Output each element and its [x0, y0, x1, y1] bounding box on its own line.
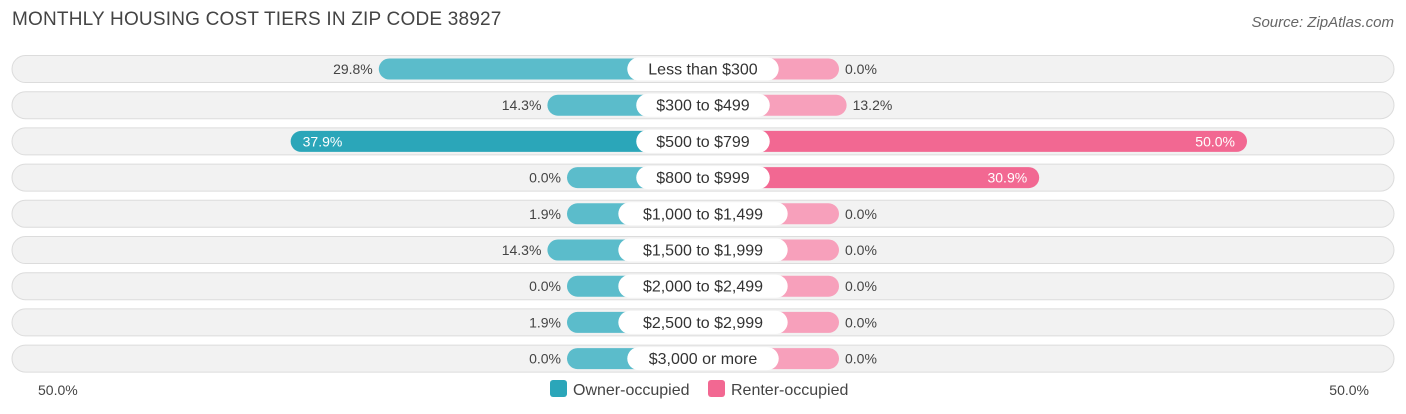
legend-label-renter: Renter-occupied — [731, 382, 848, 399]
renter-value-label: 0.0% — [845, 206, 877, 222]
renter-value-label: 0.0% — [845, 351, 877, 367]
category-pill — [618, 202, 788, 226]
renter-value-label: 0.0% — [845, 278, 877, 294]
owner-value-label: 29.8% — [333, 61, 373, 77]
chart-title: MONTHLY HOUSING COST TIERS IN ZIP CODE 3… — [12, 9, 502, 30]
category-pill — [636, 93, 770, 117]
owner-value-label: 1.9% — [529, 314, 561, 330]
category-pill — [636, 129, 770, 153]
category-pill — [618, 238, 788, 262]
category-pill — [618, 310, 788, 334]
category-label: $1,500 to $1,999 — [643, 243, 763, 260]
owner-bar — [378, 58, 703, 80]
axis-right-label: 50.0% — [1329, 382, 1369, 398]
legend-swatch-owner — [550, 380, 567, 397]
legend-swatch-renter — [708, 380, 725, 397]
category-label: $300 to $499 — [656, 98, 750, 115]
category-label: $500 to $799 — [656, 134, 750, 151]
owner-value-label: 0.0% — [529, 170, 561, 186]
category-label: $800 to $999 — [656, 170, 750, 187]
owner-value-label: 14.3% — [502, 97, 542, 113]
owner-value-label: 0.0% — [529, 351, 561, 367]
owner-value-label: 37.9% — [303, 133, 343, 149]
category-label: $2,500 to $2,999 — [643, 315, 763, 332]
owner-value-label: 0.0% — [529, 278, 561, 294]
category-label: $3,000 or more — [649, 351, 758, 368]
renter-value-label: 50.0% — [1195, 133, 1235, 149]
owner-bar — [290, 130, 703, 152]
category-pill — [636, 166, 770, 190]
renter-value-label: 30.9% — [987, 170, 1027, 186]
renter-value-label: 0.0% — [845, 242, 877, 258]
category-label: Less than $300 — [648, 62, 758, 79]
chart-source: Source: ZipAtlas.com — [1251, 14, 1394, 31]
renter-value-label: 0.0% — [845, 314, 877, 330]
owner-value-label: 14.3% — [502, 242, 542, 258]
renter-value-label: 13.2% — [853, 97, 893, 113]
category-pill — [627, 347, 779, 371]
renter-bar — [703, 167, 1040, 189]
renter-bar — [703, 130, 1247, 152]
category-pill — [618, 274, 788, 298]
renter-value-label: 0.0% — [845, 61, 877, 77]
legend-label-owner: Owner-occupied — [573, 382, 690, 399]
category-label: $2,000 to $2,499 — [643, 279, 763, 296]
category-label: $1,000 to $1,499 — [643, 206, 763, 223]
axis-left-label: 50.0% — [38, 382, 78, 398]
owner-value-label: 1.9% — [529, 206, 561, 222]
category-pill — [627, 57, 779, 81]
